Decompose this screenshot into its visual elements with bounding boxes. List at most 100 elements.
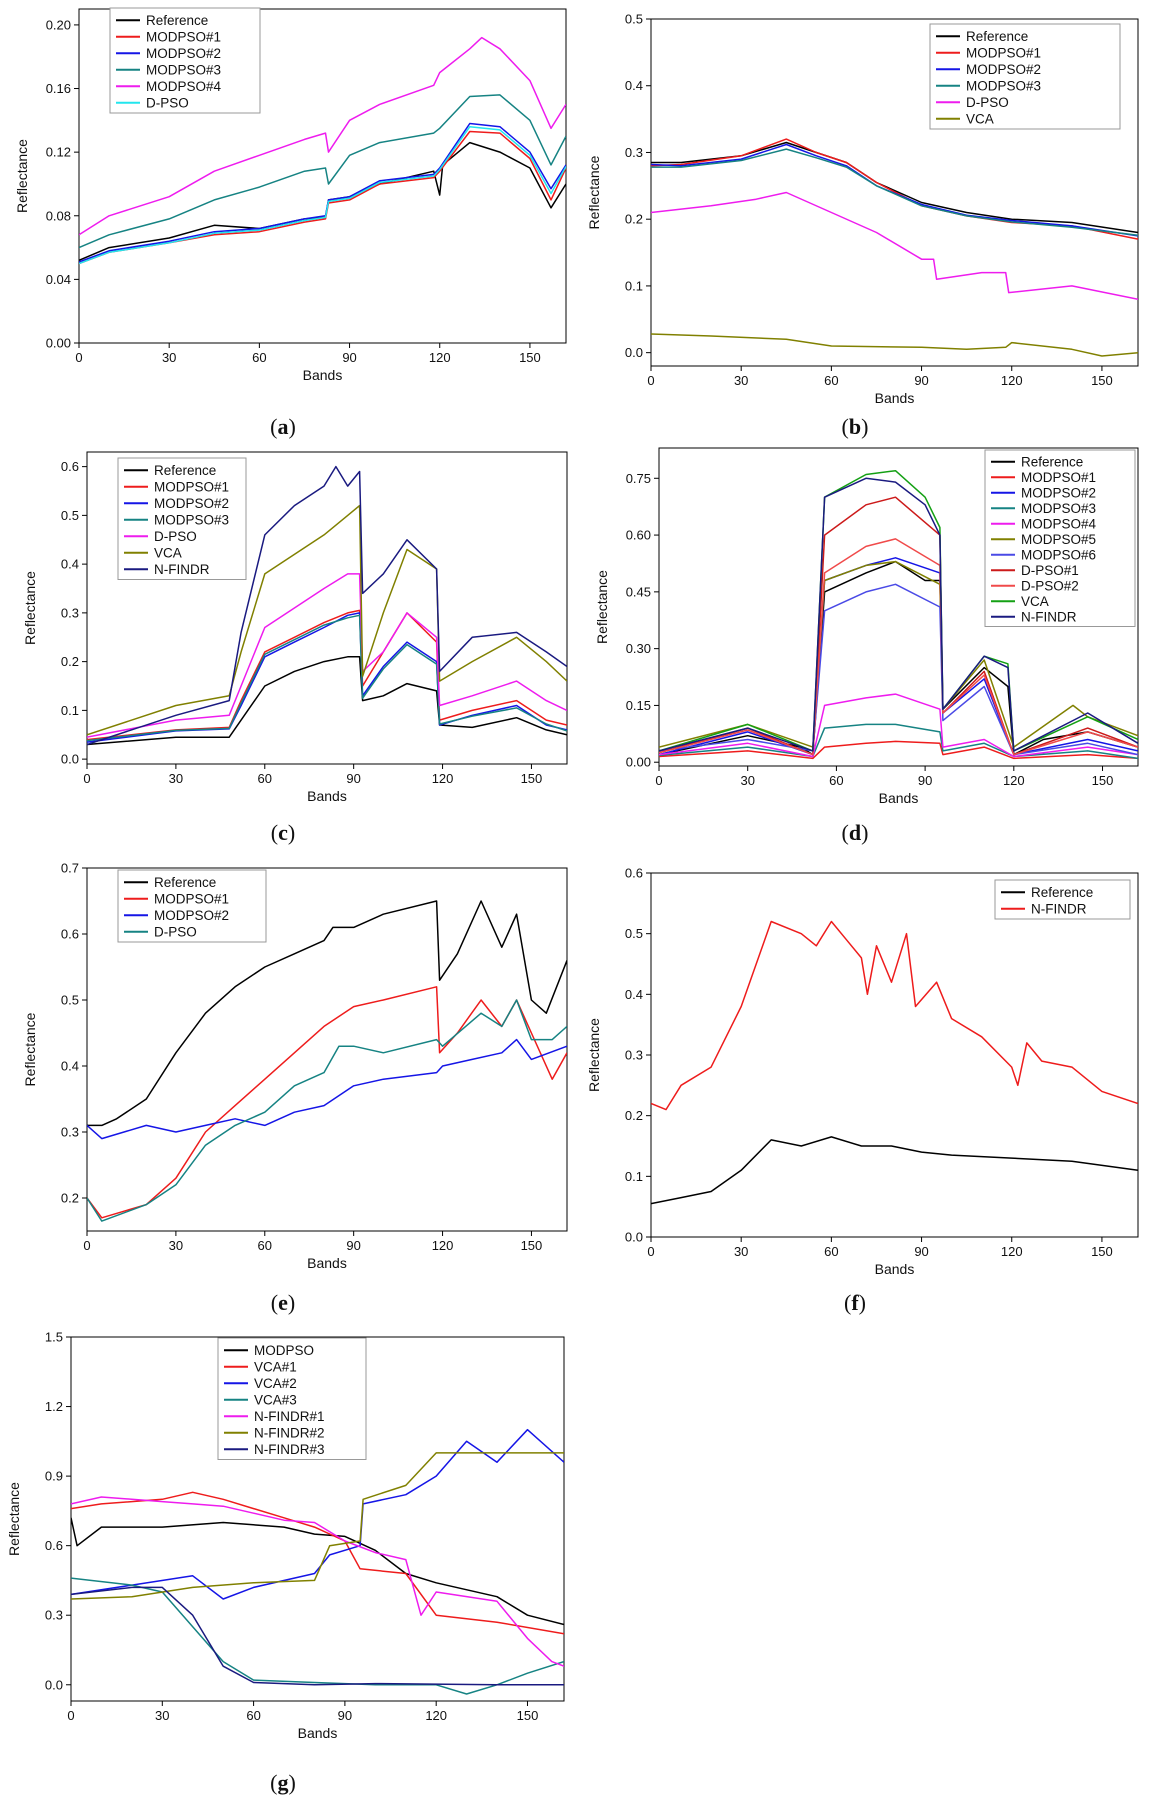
y-tick-label: 0.5 [625, 926, 643, 941]
y-tick-label: 0.04 [46, 272, 71, 287]
x-tick-label: 60 [258, 1238, 272, 1253]
legend-entry: MODPSO#2 [1021, 485, 1096, 500]
panel-caption: (a) [270, 414, 296, 439]
series-lines [87, 465, 567, 746]
legend-entry: VCA [1021, 594, 1049, 609]
y-tick-label: 0.0 [61, 752, 79, 767]
series-line-vca-2 [71, 1428, 564, 1600]
x-axis-label: Bands [307, 1255, 347, 1271]
series-line-modpso-1 [79, 130, 566, 265]
y-tick-label: 0.5 [61, 508, 79, 523]
y-tick-label: 0.12 [46, 145, 71, 160]
series-line-reference [87, 900, 567, 1127]
series-line-modpso-3 [79, 94, 566, 249]
panel-caption-letter: e [278, 1290, 288, 1315]
x-axis-label: Bands [875, 390, 915, 406]
y-tick-label: 0.4 [61, 1059, 79, 1074]
x-tick-label: 0 [647, 1244, 654, 1259]
legend-entry: MODPSO [254, 1343, 314, 1358]
x-axis-label: Bands [298, 1725, 338, 1741]
series-lines [87, 900, 567, 1222]
x-tick-label: 30 [169, 1238, 183, 1253]
x-tick-label: 90 [346, 771, 360, 786]
legend-entry: VCA [154, 545, 182, 560]
legend-entry: Reference [1031, 885, 1093, 900]
y-tick-label: 1.2 [45, 1399, 63, 1414]
legend-entry: MODPSO#1 [146, 29, 221, 44]
legend-entry: MODPSO#6 [1021, 547, 1096, 562]
x-tick-label: 90 [914, 373, 928, 388]
legend-entry: MODPSO#1 [154, 479, 229, 494]
legend-entry: MODPSO#2 [154, 908, 229, 923]
x-tick-label: 120 [425, 1708, 447, 1723]
legend-entry: MODPSO#1 [1021, 470, 1096, 485]
x-tick-label: 0 [655, 773, 662, 788]
y-tick-label: 0.9 [45, 1469, 63, 1484]
legend-entry: VCA#3 [254, 1392, 297, 1407]
y-tick-label: 0.6 [45, 1538, 63, 1553]
y-tick-label: 0.08 [46, 208, 71, 223]
legend-entry: MODPSO#3 [966, 78, 1041, 93]
panel-caption-letter: a [278, 414, 289, 439]
x-tick-label: 30 [162, 350, 176, 365]
y-axis-label: Reflectance [22, 1012, 38, 1086]
y-tick-label: 0.1 [625, 1169, 643, 1184]
series-line-d-pso [87, 573, 567, 738]
series-line-n-findr [87, 465, 567, 746]
x-tick-label: 60 [829, 773, 843, 788]
y-tick-label: 0.15 [626, 698, 651, 713]
legend-entry: MODPSO#3 [146, 62, 221, 77]
legend-entry: MODPSO#2 [966, 62, 1041, 77]
x-tick-label: 30 [169, 771, 183, 786]
x-axis-label: Bands [303, 367, 343, 383]
x-tick-label: 0 [83, 1238, 90, 1253]
y-axis-label: Reflectance [586, 155, 602, 229]
x-tick-label: 150 [1091, 1244, 1113, 1259]
x-tick-label: 30 [734, 1244, 748, 1259]
panel-caption: (c) [271, 820, 295, 845]
y-tick-label: 0.75 [626, 471, 651, 486]
series-lines [651, 138, 1138, 357]
series-line-modpso-2 [87, 1038, 567, 1140]
panel-caption-letter: c [278, 820, 288, 845]
x-axis-label: Bands [875, 1261, 915, 1277]
plot-frame [78, 8, 567, 344]
x-tick-label: 150 [517, 1708, 539, 1723]
series-line-modpso-1 [651, 138, 1138, 240]
legend-entry: N-FINDR#1 [254, 1409, 325, 1424]
y-axis-label: Reflectance [6, 1482, 22, 1556]
legend-entry: Reference [154, 875, 216, 890]
legend-entry: D-PSO [146, 95, 189, 110]
y-tick-label: 0.3 [45, 1608, 63, 1623]
y-tick-label: 0.30 [626, 641, 651, 656]
panel-caption-letter: g [278, 1770, 289, 1795]
y-tick-label: 0.45 [626, 584, 651, 599]
plot-frame [86, 451, 568, 765]
x-tick-label: 0 [75, 350, 82, 365]
y-tick-label: 0.3 [625, 1048, 643, 1063]
x-tick-label: 30 [734, 373, 748, 388]
y-tick-label: 0.5 [61, 993, 79, 1008]
series-line-n-findr-2 [71, 1452, 564, 1600]
y-tick-label: 0.3 [625, 145, 643, 160]
legend-entry: D-PSO#1 [1021, 563, 1079, 578]
panel-b: 0 30 60 90 120 150 0.0 0.1 0.2 0.3 0.4 0.5 Bands Refl… [586, 12, 1139, 439]
series-lines [71, 1428, 564, 1695]
series-line-d-pso [79, 125, 566, 265]
y-tick-label: 1.5 [45, 1330, 63, 1345]
x-tick-label: 120 [1001, 1244, 1023, 1259]
x-tick-label: 150 [1091, 373, 1113, 388]
series-line-modpso-4 [659, 693, 1138, 758]
legend-entry: VCA#1 [254, 1359, 297, 1374]
legend-entry: N-FINDR#3 [254, 1442, 325, 1457]
y-tick-label: 0.6 [61, 927, 79, 942]
y-axis-label: Reflectance [586, 1018, 602, 1092]
x-axis-label: Bands [879, 790, 919, 806]
legend-entry: MODPSO#2 [146, 46, 221, 61]
panel-d: 0 30 60 90 120 150 0.00 0.15 0.30 0.45 0.60 0.75 Ban… [594, 447, 1139, 845]
y-tick-label: 0.00 [626, 755, 651, 770]
y-tick-label: 0.1 [625, 278, 643, 293]
legend-entry: VCA [966, 111, 994, 126]
legend-entry: MODPSO#3 [1021, 501, 1096, 516]
legend-entry: MODPSO#2 [154, 496, 229, 511]
